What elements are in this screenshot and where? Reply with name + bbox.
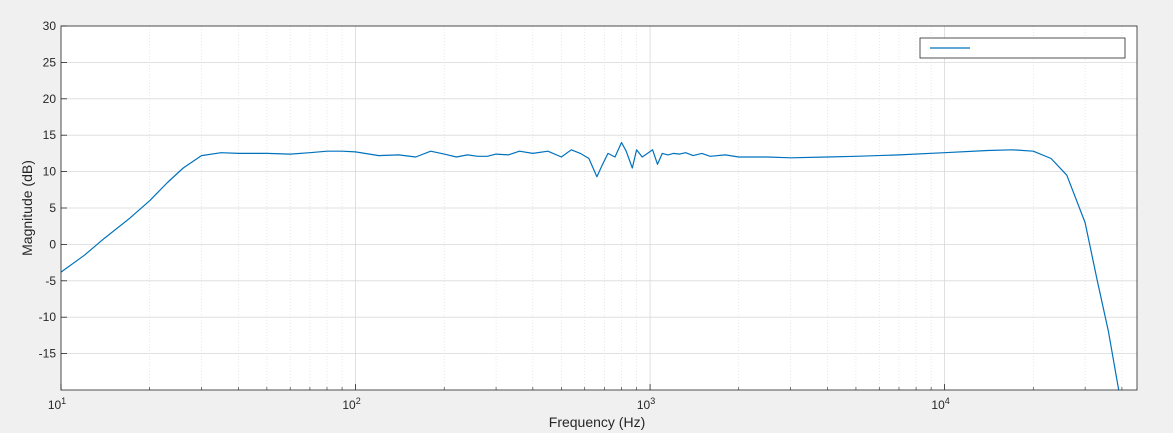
y-tick-label: 10	[43, 165, 57, 179]
x-tick-exponent: 3	[650, 396, 655, 406]
y-axis-label: Magnitude (dB)	[19, 160, 35, 256]
x-axis-label: Frequency (Hz)	[549, 414, 645, 430]
x-tick-label: 103	[637, 396, 655, 412]
y-tick-label: 0	[49, 237, 56, 251]
x-tick-label: 101	[48, 396, 66, 412]
x-tick-base: 10	[48, 398, 62, 412]
legend[interactable]	[919, 37, 1126, 59]
y-tick-label: -15	[39, 347, 57, 361]
y-tick-label: 15	[43, 128, 57, 142]
y-tick-label: 30	[43, 19, 57, 33]
x-tick-base: 10	[931, 398, 945, 412]
x-tick-exponent: 2	[356, 396, 361, 406]
series-line	[60, 141, 1120, 391]
y-tick-label: -10	[39, 310, 57, 324]
x-tick-base: 10	[342, 398, 356, 412]
y-tick-label: 25	[43, 55, 57, 69]
legend-box	[919, 37, 1126, 59]
x-tick-exponent: 1	[61, 396, 66, 406]
y-tick-label: -5	[45, 274, 56, 288]
y-tick-label: 20	[43, 92, 57, 106]
x-tick-base: 10	[637, 398, 651, 412]
y-tick-label: 5	[49, 201, 56, 215]
x-tick-exponent: 4	[945, 396, 950, 406]
x-tick-label: 102	[342, 396, 360, 412]
series-layer	[60, 141, 1120, 391]
x-tick-label: 104	[931, 396, 949, 412]
ticks	[60, 25, 1123, 390]
